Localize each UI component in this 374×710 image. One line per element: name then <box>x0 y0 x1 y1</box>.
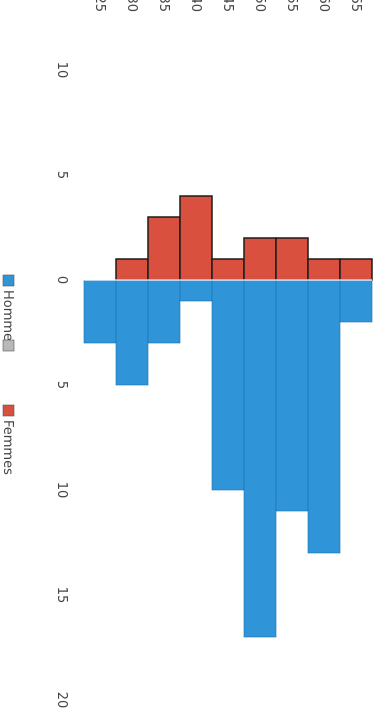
category-label-61-65: 61-65 <box>348 0 363 12</box>
legend-label-Femmes: Femmes <box>0 420 15 475</box>
axis-tick-label: 15 <box>54 587 69 604</box>
category-label-36-40: 36-40 <box>188 0 203 12</box>
bar-hommes-56-60 <box>307 279 341 554</box>
bar-hommes-36-40 <box>179 279 213 302</box>
category-label-21-25: 21-25 <box>92 0 107 12</box>
legend-swatch-Femmes <box>2 404 15 417</box>
bar-hommes-26-30 <box>115 279 149 386</box>
legend-label-Hommes: Hommes <box>0 290 15 348</box>
bar-femmes-61-65 <box>339 258 373 281</box>
bar-femmes-46-50 <box>243 237 277 281</box>
bar-femmes-26-30 <box>115 258 149 281</box>
bar-femmes-56-60 <box>307 258 341 281</box>
category-label-41-45: 41-45 <box>220 0 235 12</box>
category-label-56-60: 56-60 <box>316 0 331 12</box>
axis-tick-label: 5 <box>54 171 69 179</box>
category-label-31-35: 31-35 <box>156 0 171 12</box>
axis-tick-label: 0 <box>54 276 69 284</box>
axis-tick-label: 5 <box>54 381 69 389</box>
axis-tick-label: 10 <box>54 482 69 499</box>
bar-hommes-46-50 <box>243 279 277 638</box>
bar-hommes-21-25 <box>83 279 117 344</box>
bar-hommes-41-45 <box>211 279 245 491</box>
legend-swatch-other <box>2 339 15 352</box>
category-label-51-55: 51-55 <box>284 0 299 12</box>
axis-tick-label: 20 <box>54 692 69 709</box>
bar-femmes-51-55 <box>275 237 309 281</box>
category-label-26-30: 26-30 <box>124 0 139 12</box>
bar-hommes-61-65 <box>339 279 373 323</box>
bar-hommes-31-35 <box>147 279 181 344</box>
bar-femmes-41-45 <box>211 258 245 281</box>
category-label-46-50: 46-50 <box>252 0 267 12</box>
bar-hommes-51-55 <box>275 279 309 512</box>
legend-swatch-Hommes <box>2 274 15 287</box>
bar-femmes-36-40 <box>179 195 213 281</box>
axis-tick-label: 10 <box>54 62 69 79</box>
bar-femmes-31-35 <box>147 216 181 281</box>
